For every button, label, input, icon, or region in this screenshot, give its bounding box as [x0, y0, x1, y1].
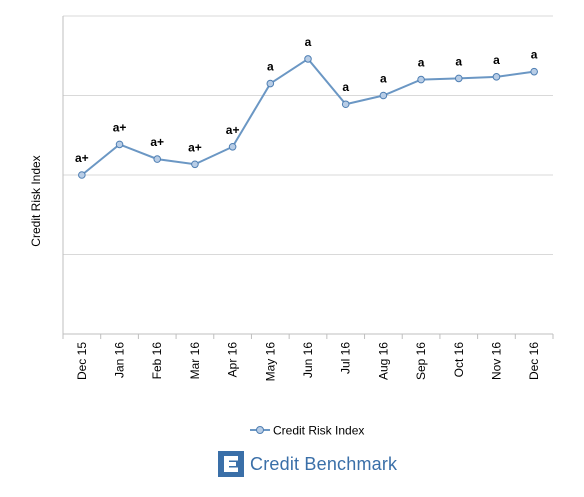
- data-point: [115, 140, 124, 149]
- x-tick-label: Jun 16: [301, 342, 315, 378]
- data-label: a: [493, 53, 500, 67]
- data-labels: a+ a+ a+ a+ a+ a a a a a a a a: [75, 35, 538, 165]
- data-label: a: [531, 48, 538, 62]
- data-label: a: [455, 54, 462, 68]
- x-tick-label: Oct 16: [452, 342, 466, 378]
- legend-marker: [256, 426, 264, 434]
- series-line-credit-risk-index: [81, 57, 535, 176]
- x-tick-label: Dec 16: [527, 342, 541, 380]
- data-point: [379, 91, 388, 100]
- data-label: a+: [150, 135, 164, 149]
- data-label: a: [380, 72, 387, 86]
- data-label: a+: [113, 120, 127, 134]
- x-tick-label: Aug 16: [376, 342, 390, 380]
- x-tick-label: Jul 16: [339, 342, 353, 374]
- grid-lines: [63, 15, 553, 255]
- data-point: [304, 55, 312, 63]
- data-label: a+: [188, 140, 202, 154]
- brand-name: Credit Benchmark: [250, 453, 398, 474]
- x-tick-label: Jan 16: [113, 342, 127, 378]
- x-tick-label: Sep 16: [414, 342, 428, 380]
- data-point: [530, 67, 538, 76]
- x-tick-label: Apr 16: [226, 342, 240, 378]
- credit-benchmark-logo-icon: [218, 451, 244, 477]
- x-tick-label: Feb 16: [150, 342, 164, 380]
- data-point: [78, 171, 86, 179]
- data-label: a+: [75, 151, 89, 165]
- data-label: a: [267, 60, 274, 74]
- series-markers: [78, 55, 538, 179]
- legend-series-name: Credit Risk Index: [273, 424, 364, 438]
- legend: Credit Risk Index: [250, 424, 364, 438]
- x-tick-label: Dec 15: [75, 342, 89, 380]
- data-label: a: [305, 35, 312, 49]
- x-tick-label: Nov 16: [489, 342, 503, 380]
- x-tick-labels: Dec 15 Jan 16 Feb 16 Mar 16 Apr 16 May 16 Jun …: [75, 342, 541, 382]
- x-tick-label: May 16: [263, 342, 277, 382]
- data-label: a+: [226, 123, 240, 137]
- x-tick-label: Mar 16: [188, 342, 202, 380]
- axes: [62, 16, 554, 339]
- data-point: [417, 75, 425, 84]
- y-axis-title: Credit Risk Index: [29, 155, 43, 246]
- data-point: [454, 74, 463, 83]
- data-point: [228, 142, 237, 151]
- data-point: [191, 160, 199, 169]
- data-point: [266, 79, 275, 88]
- data-label: a: [418, 56, 425, 70]
- data-point: [492, 73, 501, 81]
- data-point: [341, 100, 350, 109]
- brand: Credit Benchmark: [218, 450, 397, 478]
- data-point: [153, 155, 162, 163]
- data-label: a: [342, 80, 349, 94]
